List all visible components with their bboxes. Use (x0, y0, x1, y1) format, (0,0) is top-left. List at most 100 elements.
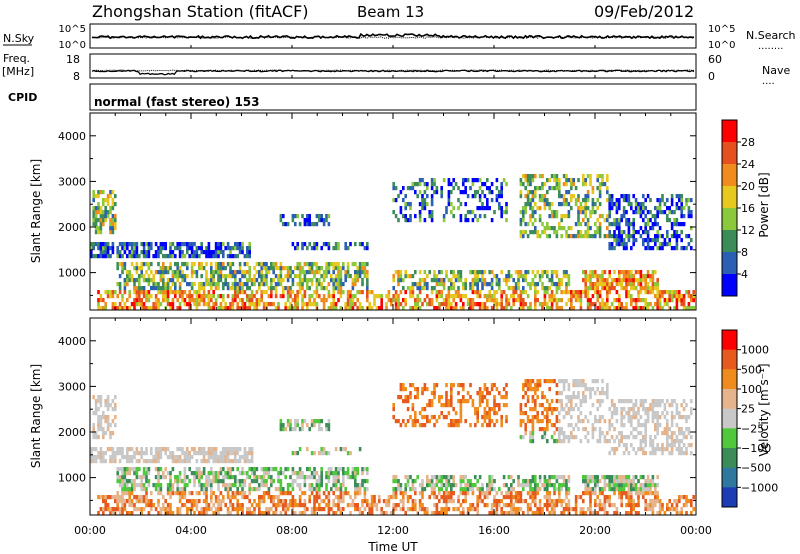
power-cell (238, 306, 242, 311)
velocity-cell (550, 507, 554, 512)
power-cell (524, 194, 527, 199)
power-cell (358, 302, 362, 307)
power-cell (320, 246, 323, 251)
nsearch-trace (91, 36, 695, 39)
velocity-cell (505, 383, 508, 388)
velocity-cell (126, 447, 129, 452)
power-cell (481, 190, 484, 195)
power-cell (128, 242, 131, 247)
power-cell (308, 298, 311, 303)
velocity-cell (214, 479, 218, 484)
velocity-cell (625, 475, 628, 480)
power-cell (584, 214, 587, 219)
velocity-cell (656, 443, 659, 448)
velocity-cell (634, 399, 638, 404)
velocity-cell (433, 511, 436, 516)
power-cell (610, 206, 614, 211)
power-cell (649, 210, 652, 215)
power-cell (606, 178, 609, 183)
power-cell (639, 202, 643, 207)
power-cell (114, 214, 117, 219)
power-cell (450, 190, 453, 195)
velocity-cell (418, 507, 422, 512)
power-cell (630, 298, 633, 303)
velocity-cell (486, 483, 489, 488)
velocity-cell (236, 459, 239, 464)
velocity-cell (654, 491, 657, 496)
velocity-cell (440, 507, 443, 512)
velocity-cell (572, 435, 575, 440)
velocity-cell (644, 411, 647, 416)
velocity-cell (546, 495, 549, 500)
power-cell (512, 302, 515, 307)
power-cell (339, 266, 343, 271)
power-cell (214, 246, 218, 251)
velocity-cell (579, 411, 583, 416)
power-cell (265, 282, 268, 287)
velocity-cell (260, 483, 263, 488)
power-cell (562, 226, 566, 231)
power-cell (668, 206, 671, 211)
power-cell (342, 290, 345, 295)
velocity-cell (140, 455, 143, 460)
velocity-cell (159, 467, 163, 472)
power-cell (469, 298, 472, 303)
power-cell (200, 298, 203, 303)
power-cell (394, 306, 398, 311)
velocity-cell (210, 451, 213, 456)
velocity-cell (639, 431, 643, 436)
power-cell (99, 218, 103, 223)
velocity-cell (507, 495, 511, 500)
power-cell (440, 290, 443, 295)
velocity-cell (654, 399, 657, 404)
power-cell (337, 266, 340, 271)
power-cell (495, 282, 499, 287)
velocity-cell (392, 415, 395, 420)
power-cell (582, 290, 585, 295)
velocity-cell (567, 499, 571, 504)
power-cell (109, 254, 112, 259)
velocity-cell (459, 403, 463, 408)
power-cell (634, 210, 638, 215)
velocity-cell (234, 507, 237, 512)
power-cell (440, 270, 443, 275)
power-cell (534, 298, 537, 303)
power-cell (558, 178, 561, 183)
velocity-cell (176, 511, 179, 516)
velocity-cell (490, 383, 494, 388)
power-cell (253, 306, 256, 311)
velocity-cell (92, 447, 95, 452)
velocity-cell (529, 379, 532, 384)
velocity-cell (325, 495, 328, 500)
velocity-cell (116, 467, 119, 472)
power-cell (142, 286, 146, 291)
velocity-cell (286, 503, 290, 508)
velocity-cell (567, 487, 571, 492)
velocity-cell (663, 447, 667, 452)
power-cell (483, 278, 487, 283)
power-cell (610, 282, 614, 287)
velocity-cell (99, 427, 103, 432)
velocity-cell (663, 403, 667, 408)
power-cell (476, 274, 479, 279)
power-cell (169, 246, 172, 251)
velocity-cell (534, 511, 537, 516)
velocity-cell (121, 511, 124, 516)
power-cell (219, 278, 223, 283)
velocity-cell (478, 387, 482, 392)
velocity-cell (615, 511, 619, 516)
velocity-cell (481, 395, 484, 400)
velocity-cell (584, 475, 587, 480)
velocity-cell (483, 395, 487, 400)
power-cell (243, 306, 247, 311)
velocity-cell (615, 483, 619, 488)
velocity-cell (375, 507, 379, 512)
power-cell (562, 290, 566, 295)
velocity-cell (358, 511, 362, 516)
velocity-cell (500, 423, 503, 428)
power-cell (214, 266, 218, 271)
power-cell (195, 290, 199, 295)
power-cell (644, 238, 647, 243)
velocity-cell (550, 503, 554, 508)
velocity-cell (562, 483, 566, 488)
